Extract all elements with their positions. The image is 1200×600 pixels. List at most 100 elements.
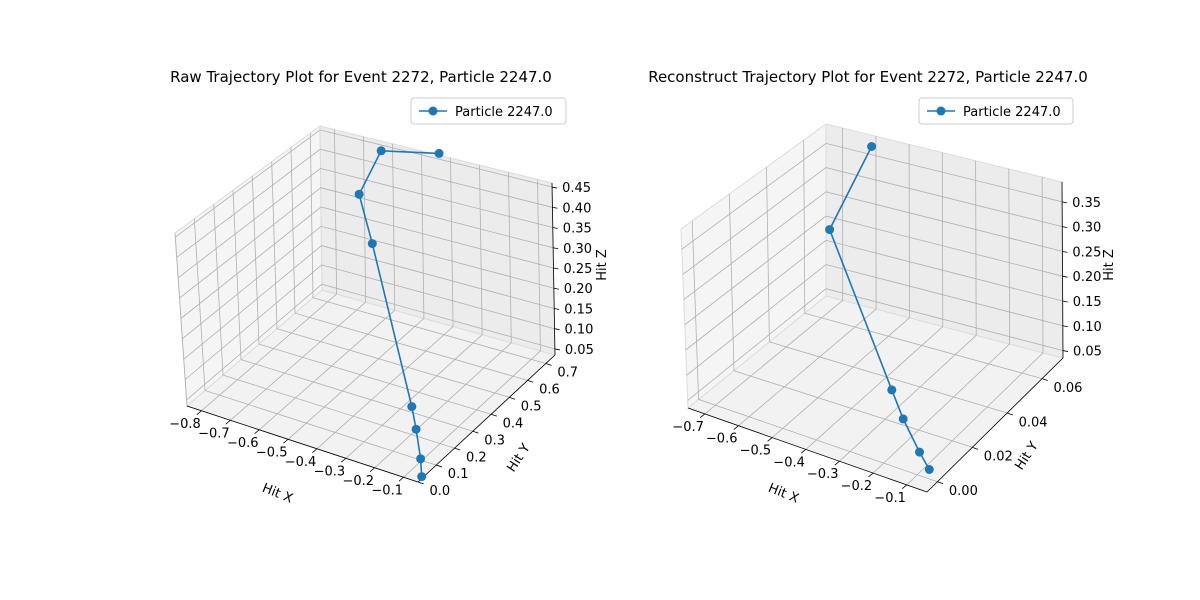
z-tick-mark: [1062, 201, 1068, 204]
x-gridline: [230, 136, 367, 421]
legend-box: [918, 97, 1074, 125]
x-tick-label: −0.7: [672, 420, 704, 435]
x-axis-label: Hit X: [766, 481, 801, 507]
x-gridline: [403, 179, 541, 478]
data-point: [898, 414, 908, 424]
z-tick-mark: [1062, 226, 1068, 229]
data-point: [376, 146, 386, 156]
z-tick-mark: [551, 186, 558, 189]
z-tick-label: 0.25: [1072, 245, 1101, 260]
z-tick-mark: [1062, 350, 1069, 352]
z-tick-mark: [554, 348, 560, 351]
z-tick-label: 0.10: [565, 323, 594, 338]
y-tick-label: 0.04: [1019, 415, 1048, 430]
x-gridline: [287, 150, 425, 440]
y-tick-label: 0.6: [539, 383, 560, 398]
z-gridline: [182, 225, 554, 340]
y-gridline: [309, 133, 547, 364]
z-gridline: [681, 142, 1063, 250]
x-tick-label: −0.3: [314, 465, 346, 480]
y-gridline: [271, 161, 510, 398]
z-axis-label: Hit Z: [1102, 249, 1117, 281]
x-tick-mark: [901, 484, 908, 489]
data-point: [416, 454, 426, 464]
x-tick-label: −0.4: [773, 455, 805, 470]
x-tick-label: −0.6: [706, 432, 738, 447]
y-gridline: [766, 167, 1008, 414]
x-tick-label: −0.1: [371, 484, 403, 499]
y-tick-label: 0.1: [448, 467, 469, 482]
z-tick-label: 0.15: [1073, 295, 1102, 310]
x-tick-label: −0.4: [285, 455, 317, 470]
y-gridline: [213, 204, 455, 449]
y-gridline: [193, 218, 437, 466]
x-tick-mark: [254, 429, 260, 434]
z-tick-label: 0.15: [564, 303, 593, 318]
z-tick-label: 0.45: [562, 181, 591, 196]
x-tick-mark: [834, 460, 840, 466]
z-gridline: [682, 167, 1063, 275]
z-tick-mark: [554, 328, 560, 331]
raw-trajectory-panel: −0.8−0.7−0.6−0.5−0.4−0.3−0.2−0.1 0.0 0.1 0.…: [169, 68, 610, 507]
chart-title: Reconstruct Trajectory Plot for Event 22…: [648, 68, 1088, 86]
x-tick-label: −0.7: [198, 427, 230, 442]
x-tick-label: −0.1: [874, 491, 906, 506]
y-gridline: [728, 193, 973, 448]
z-tick-label: 0.05: [1073, 345, 1102, 360]
x-gridline: [258, 143, 396, 431]
z-gridline: [686, 264, 1063, 376]
z-tick-mark: [1062, 300, 1068, 303]
z-tick-mark: [552, 206, 558, 209]
x-tick-label: −0.8: [169, 417, 201, 432]
x-gridline: [316, 158, 454, 450]
x-tick-mark: [196, 410, 202, 415]
legend-box: [410, 97, 567, 125]
data-point: [434, 148, 444, 158]
z-gridline: [184, 264, 555, 380]
z-tick-mark: [553, 267, 559, 270]
x-tick-mark: [341, 457, 347, 463]
z-tick-mark: [1062, 275, 1068, 278]
x-gridline: [201, 129, 338, 412]
data-point: [411, 424, 421, 434]
z-gridline: [684, 215, 1063, 326]
x-tick-mark: [283, 438, 289, 444]
x-tick-mark: [767, 437, 773, 442]
x-tick-label: −0.2: [343, 474, 375, 489]
x-tick-mark: [699, 413, 706, 419]
y-tick-mark: [1041, 378, 1048, 381]
y-tick-label: 0.3: [484, 433, 505, 448]
y-tick-label: 0.0: [430, 484, 451, 499]
y-tick-label: 0.5: [521, 400, 542, 415]
x-tick-label: −0.6: [227, 436, 259, 451]
x-axis-line: [186, 405, 419, 483]
z-tick-label: 0.10: [1073, 320, 1102, 335]
data-point: [825, 225, 835, 235]
y-tick-mark: [937, 481, 944, 485]
data-point: [367, 239, 377, 249]
x-tick-label: −0.2: [841, 479, 873, 494]
x-tick-mark: [369, 467, 375, 472]
z-axis-line: [1061, 181, 1064, 359]
y-axis-label: Hit Y: [1012, 439, 1041, 473]
legend-marker: [936, 106, 946, 116]
legend-label: Particle 2247.0: [455, 105, 553, 120]
y-tick-mark: [1007, 412, 1013, 416]
x-tick-label: −0.5: [740, 444, 772, 459]
x-axis-line: [687, 407, 928, 493]
y-axis-label: Hit Y: [504, 441, 533, 475]
x-tick-mark: [398, 476, 404, 482]
y-gridline: [803, 140, 1043, 379]
data-point: [924, 465, 934, 474]
z-gridline: [179, 187, 554, 299]
z-tick-mark: [553, 287, 559, 290]
y-tick-mark: [454, 447, 461, 451]
z-tick-mark: [554, 308, 560, 310]
y-gridline: [232, 190, 473, 432]
z-tick-mark: [1062, 251, 1068, 253]
y-gridline: [691, 220, 938, 483]
y-tick-mark: [545, 363, 552, 366]
y-tick-label: 0.00: [949, 484, 978, 499]
x-tick-mark: [312, 448, 318, 453]
z-tick-label: 0.25: [564, 262, 593, 277]
